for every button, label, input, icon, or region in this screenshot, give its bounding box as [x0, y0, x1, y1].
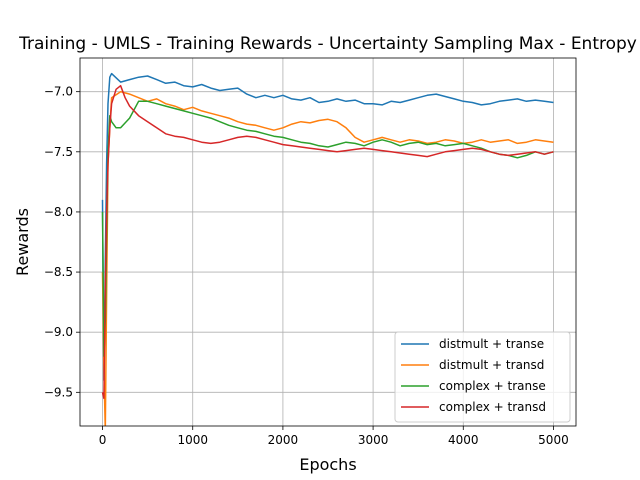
- y-tick-label: −7.0: [44, 85, 73, 99]
- y-axis-title: Rewards: [13, 208, 32, 276]
- grid: [80, 58, 576, 426]
- series-line-3: [101, 100, 554, 357]
- y-tick-label: −7.5: [44, 145, 73, 159]
- legend-label: complex + transe: [439, 379, 546, 393]
- series-layer: [101, 72, 554, 426]
- y-tick-label: −8.5: [44, 265, 73, 279]
- y-axis-ticks: −9.5 −9.0 −8.5 −8.0 −7.5 −7.0: [44, 85, 80, 399]
- x-tick-label: 5000: [538, 433, 569, 447]
- series-line-1: [101, 72, 554, 382]
- x-tick-label: 1000: [177, 433, 208, 447]
- legend-box: [394, 331, 571, 423]
- series-line-2: [101, 90, 554, 426]
- y-tick-label: −8.0: [44, 205, 73, 219]
- y-tick-label: −9.5: [44, 385, 73, 399]
- x-tick-label: 0: [99, 433, 107, 447]
- chart-title: Training - UMLS - Training Rewards - Unc…: [18, 34, 637, 54]
- x-tick-label: 2000: [268, 433, 299, 447]
- legend-label: complex + transd: [439, 400, 546, 414]
- x-tick-label: 3000: [358, 433, 389, 447]
- legend-label: distmult + transd: [439, 358, 544, 372]
- series-line-4: [101, 84, 554, 400]
- x-axis-ticks: 0 1000 2000 3000 4000 5000: [99, 426, 569, 447]
- legend-label: distmult + transe: [439, 337, 544, 351]
- x-axis-title: Epochs: [299, 455, 356, 474]
- plot-frame: [79, 57, 577, 427]
- y-tick-label: −9.0: [44, 325, 73, 339]
- x-tick-label: 4000: [448, 433, 479, 447]
- legend: distmult + transe distmult + transd comple…: [394, 331, 571, 423]
